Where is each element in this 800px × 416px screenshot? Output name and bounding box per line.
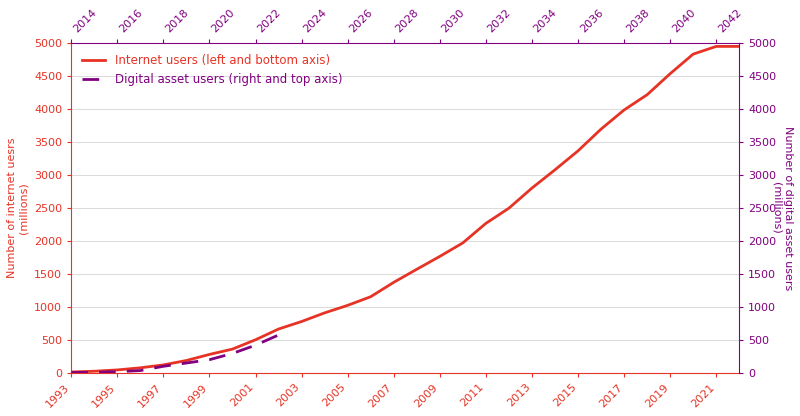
Y-axis label: Number of digital asset users
(millions): Number of digital asset users (millions) [771,126,793,290]
Legend: Internet users (left and bottom axis), Digital asset users (right and top axis): Internet users (left and bottom axis), D… [77,49,347,90]
Y-axis label: Number of internet uesrs
(millions): Number of internet uesrs (millions) [7,138,29,278]
